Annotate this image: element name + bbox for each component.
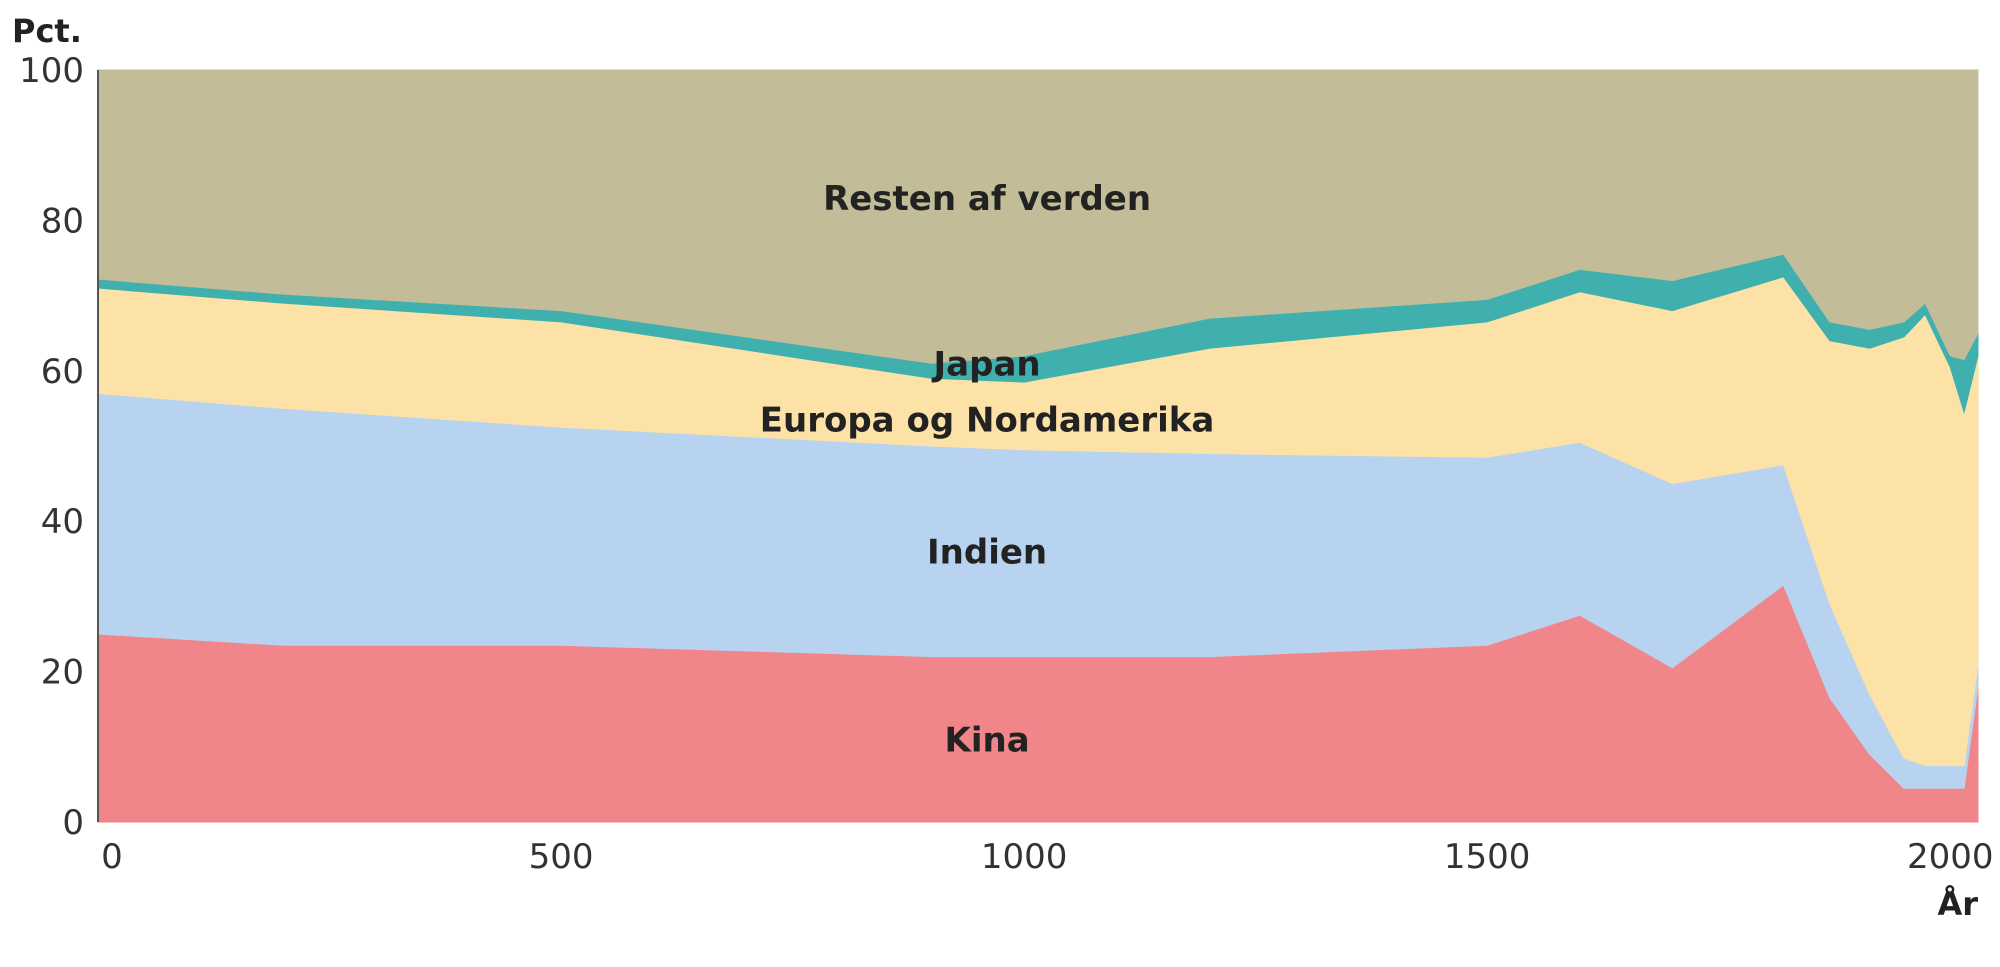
series-labels: Resten af verden Japan Europa og Nordameri…	[760, 179, 1215, 760]
series-label-europa-og-nordamerika: Europa og Nordamerika	[760, 401, 1215, 441]
y-tick-label: 0	[62, 803, 84, 843]
series-label-kina: Kina	[944, 720, 1029, 760]
x-tick-label: 1500	[1444, 837, 1531, 877]
x-tick-label: 2000	[1907, 837, 1994, 877]
area-resten-af-verden	[97, 69, 1979, 364]
x-axis-title: År	[1937, 885, 1978, 923]
y-tick-label: 80	[41, 201, 84, 241]
series-label-japan: Japan	[932, 344, 1041, 384]
y-tick-label: 40	[41, 502, 84, 542]
y-axis-title: Pct.	[12, 12, 82, 50]
x-tick-label: 0	[101, 837, 123, 877]
y-tick-label: 60	[41, 352, 84, 392]
y-tick-label: 100	[19, 51, 84, 91]
series-label-resten-af-verden: Resten af verden	[823, 179, 1151, 219]
y-axis: 0 20 40 60 80 100	[19, 51, 99, 843]
areas-layer	[97, 69, 1979, 823]
x-tick-label: 500	[529, 837, 594, 877]
y-tick-label: 20	[41, 653, 84, 693]
x-axis: 0 500 1000 1500 2000	[101, 837, 1993, 877]
x-tick-label: 1000	[981, 837, 1068, 877]
series-label-indien: Indien	[927, 532, 1047, 572]
